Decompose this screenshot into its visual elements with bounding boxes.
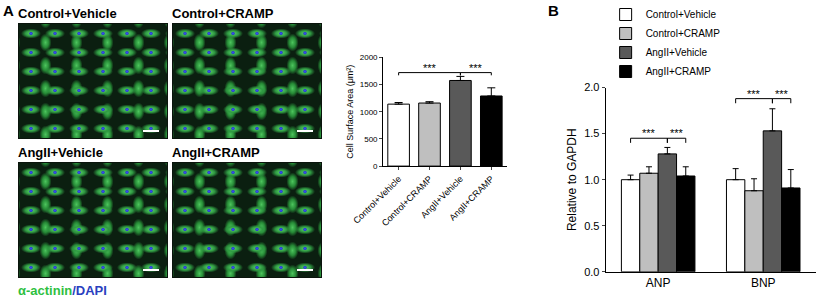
html-text:Control+CRAMP: Control+CRAMP: [172, 6, 274, 21]
svg-text:AngII+Vehicle: AngII+Vehicle: [419, 174, 465, 220]
html-text:AngII+Vehicle: AngII+Vehicle: [18, 145, 103, 160]
svg-text:0: 0: [373, 162, 378, 171]
html-text:Control+Vehicle: Control+Vehicle: [18, 6, 117, 21]
svg-text:***: ***: [775, 88, 789, 100]
svg-text:***: ***: [747, 88, 761, 100]
svg-text:***: ***: [469, 62, 483, 74]
svg-text:Cell Surface Area (μm²): Cell Surface Area (μm²): [345, 65, 355, 159]
svg-text:***: ***: [423, 62, 437, 74]
html-text:B: B: [548, 2, 559, 19]
svg-text:AngII+CRAMP: AngII+CRAMP: [646, 66, 712, 77]
html-text:AngII+CRAMP: AngII+CRAMP: [172, 145, 260, 160]
svg-text:***: ***: [642, 127, 656, 139]
svg-text:Control+CRAMP: Control+CRAMP: [646, 28, 721, 39]
svg-text:1.5: 1.5: [584, 127, 599, 139]
svg-text:1.0: 1.0: [584, 174, 599, 186]
svg-text:Relative to GAPDH: Relative to GAPDH: [565, 128, 579, 231]
svg-text:AngII+Vehicle: AngII+Vehicle: [646, 47, 708, 58]
svg-text:AngII+CRAMP: AngII+CRAMP: [447, 174, 496, 223]
svg-text:0.5: 0.5: [584, 220, 599, 232]
svg-text:2.0: 2.0: [584, 81, 599, 93]
svg-text:Control+Vehicle: Control+Vehicle: [351, 174, 403, 226]
svg-text:2000: 2000: [360, 53, 378, 62]
svg-text:0.0: 0.0: [584, 266, 599, 278]
svg-text:***: ***: [670, 127, 684, 139]
html-text:A: A: [3, 2, 14, 19]
svg-text:500: 500: [364, 135, 378, 144]
svg-text:1000: 1000: [360, 108, 378, 117]
svg-text:Control+CRAMP: Control+CRAMP: [380, 174, 434, 228]
svg-text:ANP: ANP: [646, 276, 671, 290]
svg-text:1500: 1500: [360, 80, 378, 89]
html-text:α-actinin /DAPI: α-actinin /DAPI: [18, 283, 107, 298]
svg-text:Control+Vehicle: Control+Vehicle: [646, 9, 717, 20]
svg-text:BNP: BNP: [751, 276, 776, 290]
